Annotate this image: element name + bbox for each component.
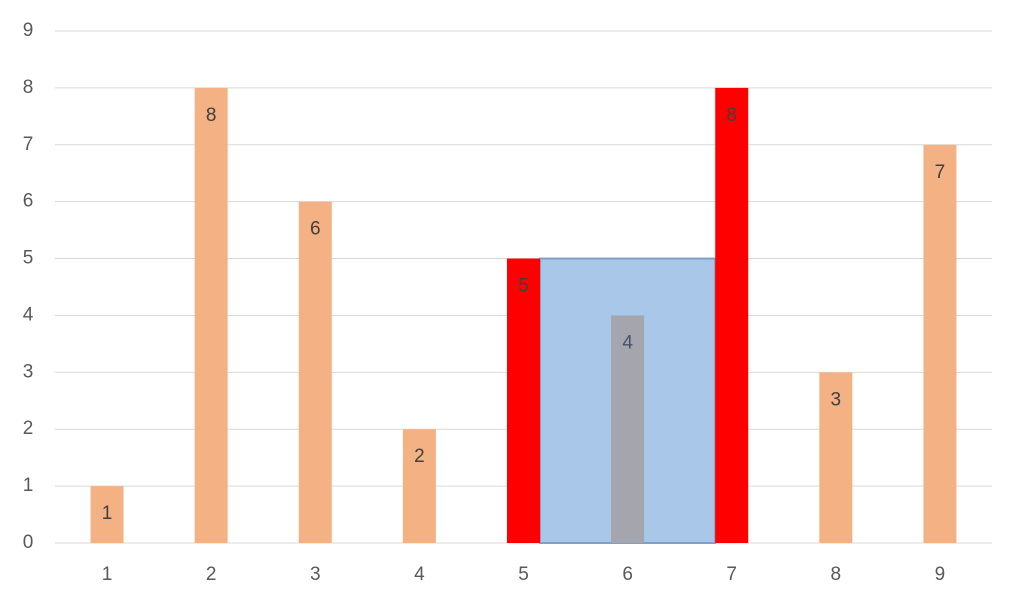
x-tick-label: 7 <box>726 564 737 585</box>
bar <box>819 372 853 543</box>
x-tick-label: 5 <box>518 564 529 585</box>
value-label: 5 <box>518 276 529 297</box>
value-label: 6 <box>310 219 321 240</box>
y-tick-label: 9 <box>23 20 34 41</box>
x-tick-label: 8 <box>831 564 842 585</box>
y-tick-label: 5 <box>23 248 34 269</box>
bar <box>194 87 228 543</box>
bar <box>298 201 332 543</box>
bar <box>923 144 957 543</box>
y-tick-label: 1 <box>23 475 34 496</box>
x-tick-label: 9 <box>935 564 946 585</box>
bar <box>90 486 124 543</box>
x-tick-label: 4 <box>414 564 425 585</box>
value-label: 3 <box>831 389 842 410</box>
y-tick-label: 7 <box>23 134 34 155</box>
y-tick-label: 3 <box>23 361 34 382</box>
y-tick-label: 8 <box>23 77 34 98</box>
bar <box>507 258 540 543</box>
x-tick-label: 2 <box>206 564 217 585</box>
y-tick-label: 4 <box>23 304 34 325</box>
value-label: 7 <box>935 162 946 183</box>
y-tick-label: 0 <box>23 532 34 553</box>
y-tick-label: 6 <box>23 191 34 212</box>
value-label: 4 <box>622 332 633 353</box>
x-tick-label: 6 <box>622 564 633 585</box>
bar <box>715 87 749 543</box>
value-label: 2 <box>414 446 425 467</box>
value-label: 1 <box>102 503 113 524</box>
x-tick-label: 1 <box>102 564 113 585</box>
value-label: 8 <box>726 105 737 126</box>
y-tick-label: 2 <box>23 418 34 439</box>
bar <box>611 315 645 543</box>
x-tick-label: 3 <box>310 564 321 585</box>
value-label: 8 <box>206 105 217 126</box>
bar <box>402 429 436 543</box>
